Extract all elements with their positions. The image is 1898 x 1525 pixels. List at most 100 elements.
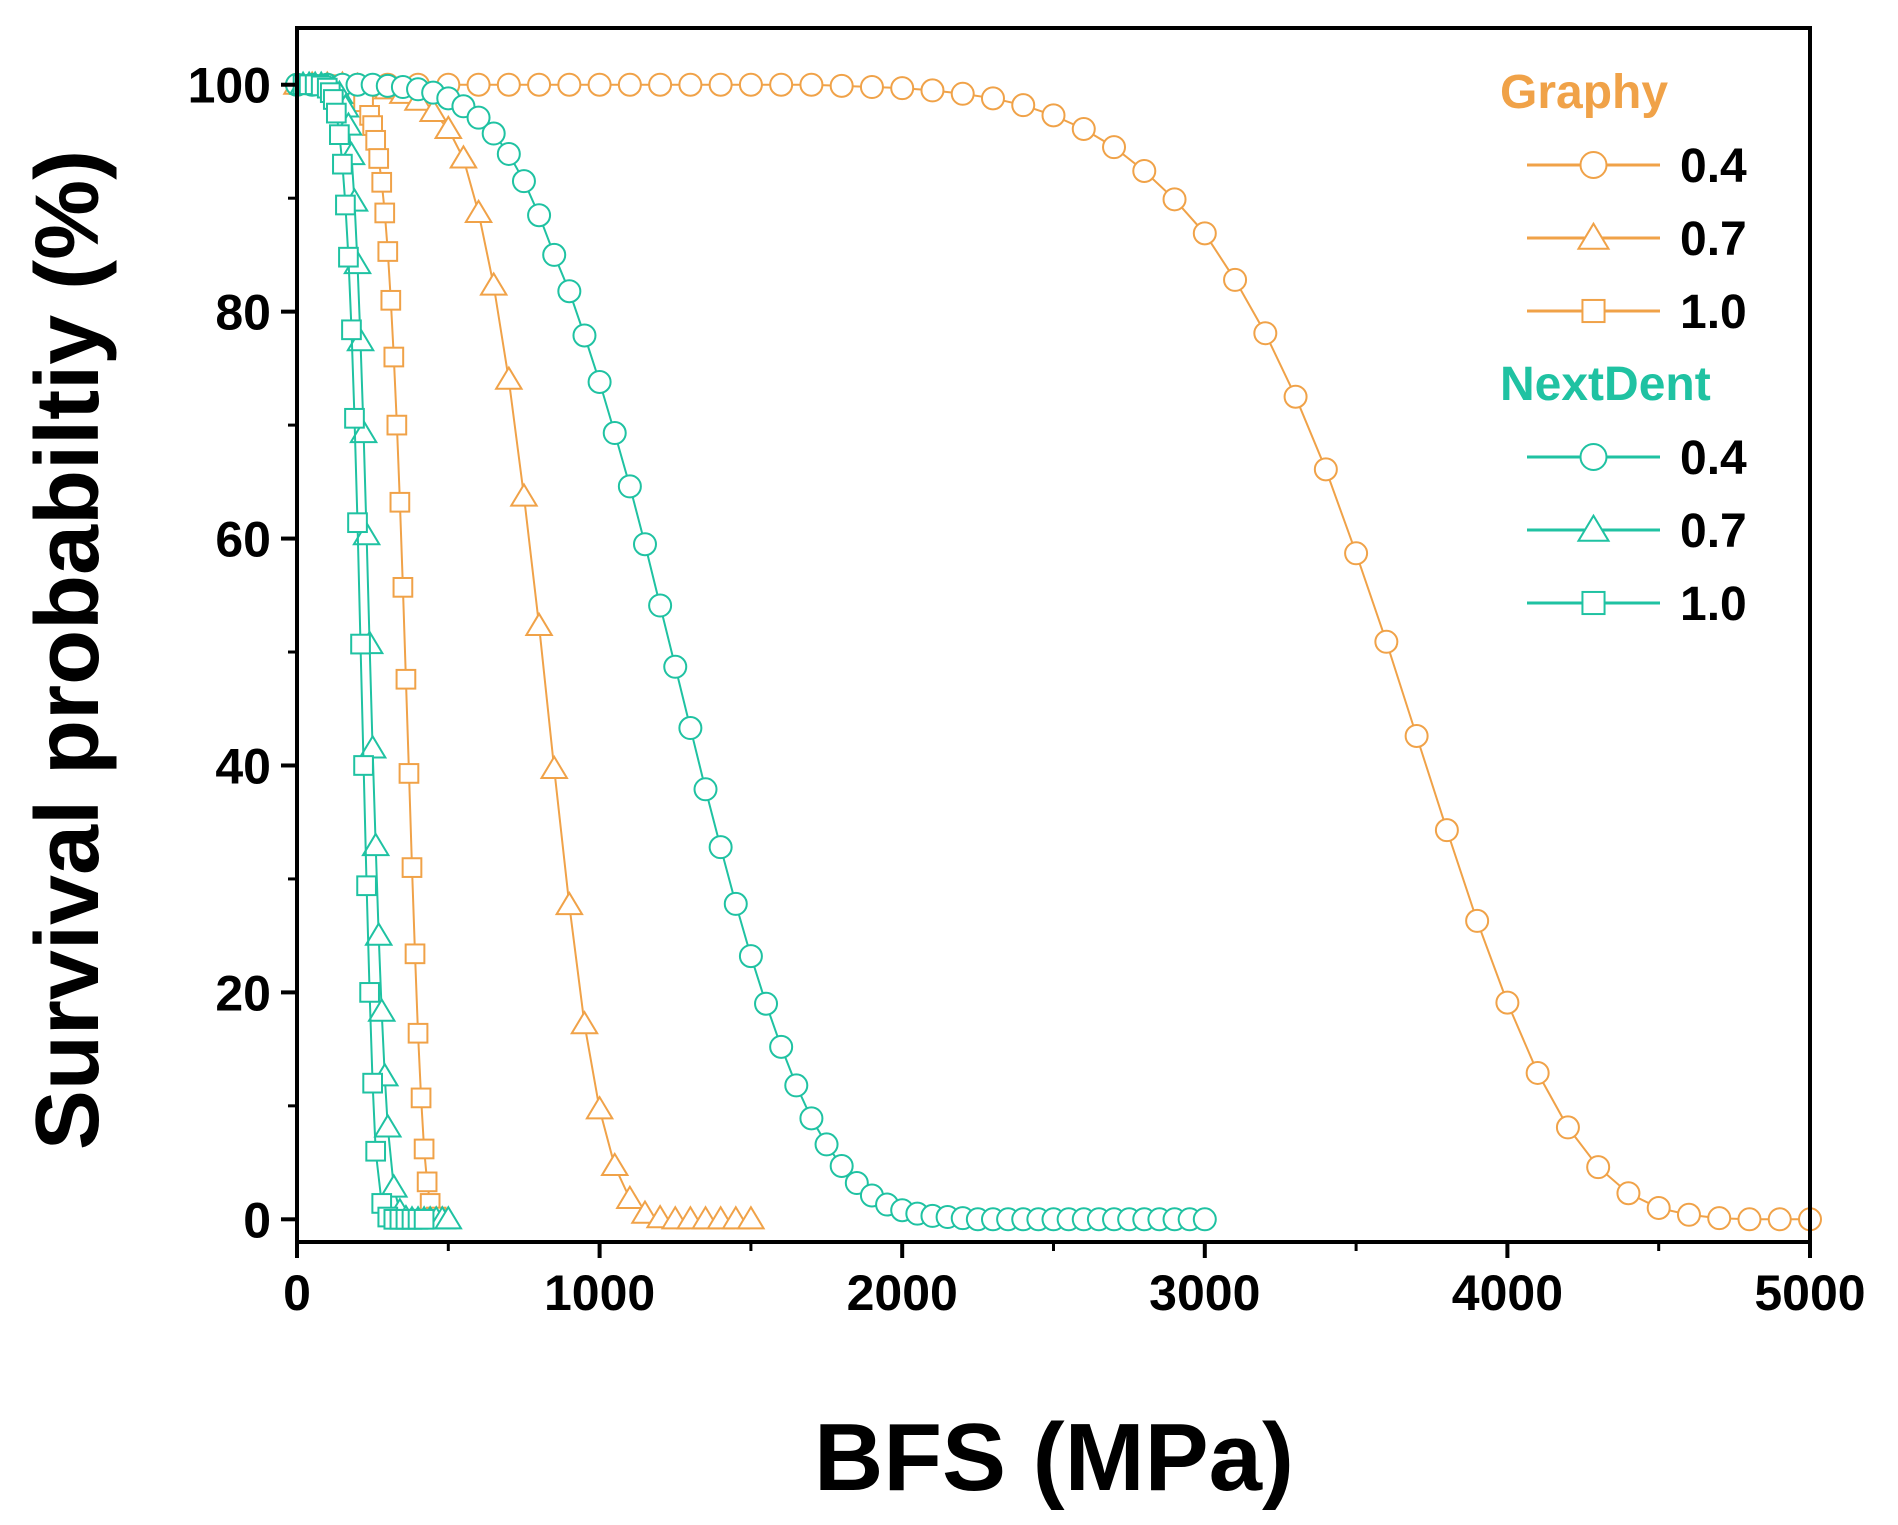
legend-marker (1581, 590, 1606, 616)
data-point (353, 755, 374, 776)
data-point (377, 241, 399, 262)
y-axis-label: Survival probabiltiy (%) (18, 150, 118, 1150)
data-point (738, 72, 763, 97)
legend-entry-label: 0.7 (1680, 505, 1747, 558)
data-point (496, 72, 521, 97)
data-point (1253, 321, 1278, 346)
data-point (554, 890, 584, 916)
data-point (374, 202, 396, 224)
data-point (356, 875, 377, 897)
data-point (769, 1034, 794, 1059)
legend-marker (1579, 443, 1608, 471)
data-point (799, 72, 824, 97)
data-point (371, 171, 393, 193)
data-point (338, 246, 359, 268)
y-tick-label: 40 (215, 738, 271, 794)
series-nextdent-1-0 (292, 74, 435, 1230)
legend-entry-label: 0.4 (1680, 140, 1747, 193)
data-point (814, 1132, 839, 1157)
data-point (365, 1140, 387, 1162)
data-point (1011, 93, 1036, 118)
data-point (383, 346, 405, 368)
data-point (364, 921, 394, 946)
data-point (379, 1173, 409, 1198)
data-point (527, 203, 552, 228)
data-point (341, 319, 362, 341)
data-point (1071, 116, 1096, 141)
data-point (600, 1151, 630, 1177)
data-point (557, 279, 582, 304)
data-point (352, 521, 382, 546)
data-point (1283, 384, 1308, 409)
series-line (297, 83, 1810, 1221)
data-point (738, 944, 763, 969)
data-point (350, 633, 371, 655)
data-point (479, 271, 509, 296)
data-point (632, 532, 657, 557)
data-point (678, 72, 703, 97)
data-point (615, 1184, 645, 1209)
data-point (395, 668, 417, 690)
data-point (1676, 1202, 1701, 1227)
data-point (389, 491, 411, 513)
y-tick-label: 100 (188, 58, 271, 114)
data-point (464, 198, 494, 224)
data-point (410, 1087, 432, 1109)
data-point (1495, 990, 1520, 1015)
data-point (754, 991, 779, 1016)
data-point (693, 777, 718, 802)
data-point (1102, 135, 1127, 160)
x-tick-label: 1000 (544, 1265, 655, 1321)
data-point (585, 1095, 615, 1120)
data-point (368, 148, 390, 169)
data-point (373, 1113, 403, 1138)
data-point (1707, 1206, 1732, 1231)
legend-entry-label: 0.7 (1680, 213, 1747, 266)
data-point (769, 72, 794, 97)
data-point (448, 144, 478, 169)
data-point (404, 943, 426, 965)
legend-marker (1576, 221, 1611, 250)
data-point (572, 323, 597, 348)
data-point (1313, 457, 1338, 482)
data-point (332, 153, 353, 175)
data-point (466, 72, 491, 97)
x-tick-label: 0 (283, 1265, 311, 1321)
data-point (1374, 629, 1399, 654)
data-point (859, 74, 884, 99)
data-point (401, 857, 423, 878)
data-point (325, 102, 347, 124)
data-point (344, 407, 365, 429)
legend-marker (1579, 151, 1608, 179)
data-point (539, 754, 569, 779)
data-point (1737, 1207, 1762, 1232)
series-graphy-0-4 (285, 72, 1822, 1232)
data-point (365, 129, 387, 151)
data-point (663, 654, 688, 679)
data-point (1767, 1207, 1792, 1232)
y-tick-label: 0 (243, 1192, 271, 1248)
data-point (569, 1010, 599, 1035)
data-point (1646, 1195, 1671, 1220)
y-tick-label: 20 (215, 965, 271, 1021)
data-point (433, 114, 463, 140)
x-tick-label: 2000 (847, 1265, 958, 1321)
legend-group-title: NextDent (1500, 358, 1711, 411)
data-point (1434, 818, 1459, 843)
data-point (1616, 1181, 1641, 1206)
data-point (829, 73, 854, 98)
data-point (1192, 221, 1217, 246)
data-point (1344, 541, 1369, 566)
x-axis-label: BFS (MPa) (814, 1404, 1294, 1511)
data-point (494, 365, 524, 390)
data-point (829, 1153, 854, 1178)
legend-group-title: Graphy (1500, 66, 1668, 119)
data-point (890, 76, 915, 101)
data-point (349, 419, 379, 444)
data-point (587, 72, 612, 97)
data-point (380, 289, 402, 311)
data-point (1404, 723, 1429, 748)
legend-entry-label: 1.0 (1680, 578, 1747, 631)
data-point (511, 169, 536, 194)
data-point (736, 1205, 766, 1230)
